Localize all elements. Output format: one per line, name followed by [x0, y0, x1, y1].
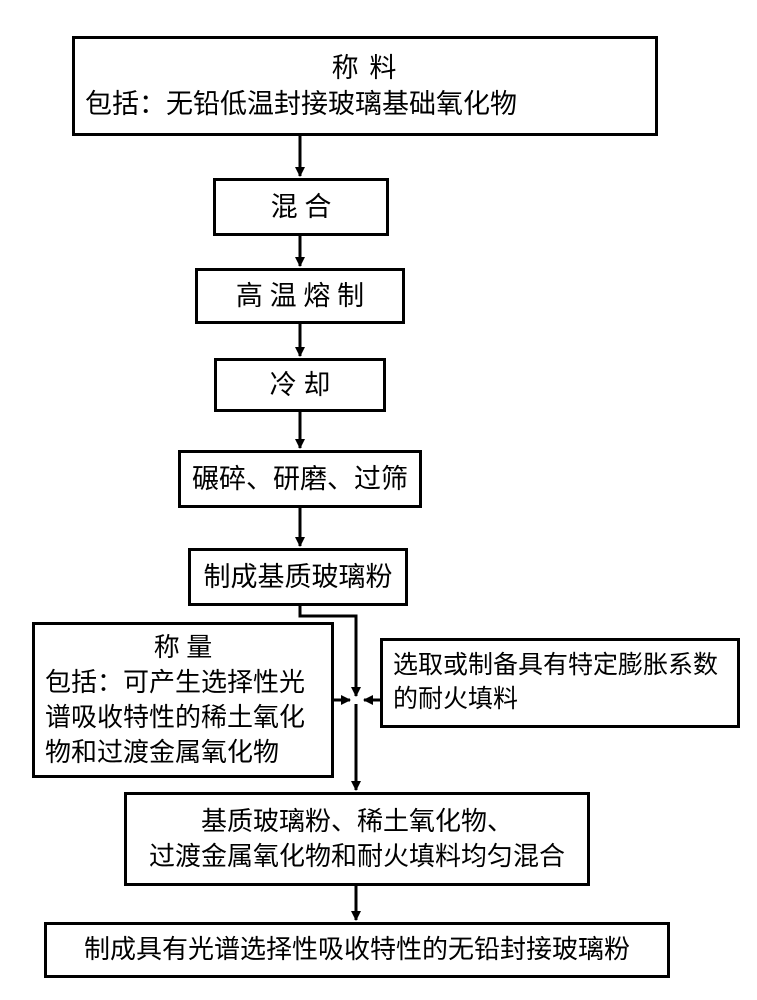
node-cooling: 冷 却 [214, 358, 386, 412]
node-weighing-raw-desc: 包括：无铅低温封接玻璃基础氧化物 [85, 86, 517, 122]
node-weighing-raw-title: 称 料 [332, 50, 399, 86]
node-refractory-l1: 选取或制备具有特定膨胀系数 [393, 649, 718, 683]
node-cooling-label: 冷 却 [270, 367, 331, 403]
node-uniform-mixing: 基质玻璃粉、稀土氧化物、 过渡金属氧化物和耐火填料均匀混合 [124, 792, 590, 886]
node-refractory-filler: 选取或制备具有特定膨胀系数 的耐火填料 [380, 638, 740, 728]
node-weighing-additives-l2: 谱吸收特性的稀土氧化 [45, 700, 305, 735]
node-final-product: 制成具有光谱选择性吸收特性的无铅封接玻璃粉 [44, 922, 670, 978]
node-final-label: 制成具有光谱选择性吸收特性的无铅封接玻璃粉 [84, 932, 630, 967]
node-weighing-raw: 称 料 包括：无铅低温封接玻璃基础氧化物 [72, 36, 658, 136]
flowchart-canvas: 称 料 包括：无铅低温封接玻璃基础氧化物 混 合 高 温 熔 制 冷 却 碾碎、… [0, 0, 757, 1000]
node-melting: 高 温 熔 制 [195, 268, 405, 324]
node-crush-label: 碾碎、研磨、过筛 [192, 461, 408, 497]
node-weighing-additives-title: 称 量 [154, 630, 213, 665]
node-weighing-additives-l3: 物和过渡金属氧化物 [45, 735, 279, 770]
node-base-glass-label: 制成基质玻璃粉 [204, 559, 393, 595]
node-refractory-l2: 的耐火填料 [393, 683, 518, 717]
node-uniform-l2: 过渡金属氧化物和耐火填料均匀混合 [149, 839, 565, 874]
node-base-glass-powder: 制成基质玻璃粉 [188, 548, 408, 606]
node-mixing-label: 混 合 [271, 189, 332, 225]
node-weighing-additives: 称 量 包括：可产生选择性光 谱吸收特性的稀土氧化 物和过渡金属氧化物 [32, 622, 334, 778]
node-melting-label: 高 温 熔 制 [236, 278, 364, 314]
node-mixing: 混 合 [213, 178, 389, 236]
node-crush-grind-sieve: 碾碎、研磨、过筛 [178, 450, 422, 508]
node-weighing-additives-l1: 包括：可产生选择性光 [45, 665, 305, 700]
node-uniform-l1: 基质玻璃粉、稀土氧化物、 [201, 804, 513, 839]
